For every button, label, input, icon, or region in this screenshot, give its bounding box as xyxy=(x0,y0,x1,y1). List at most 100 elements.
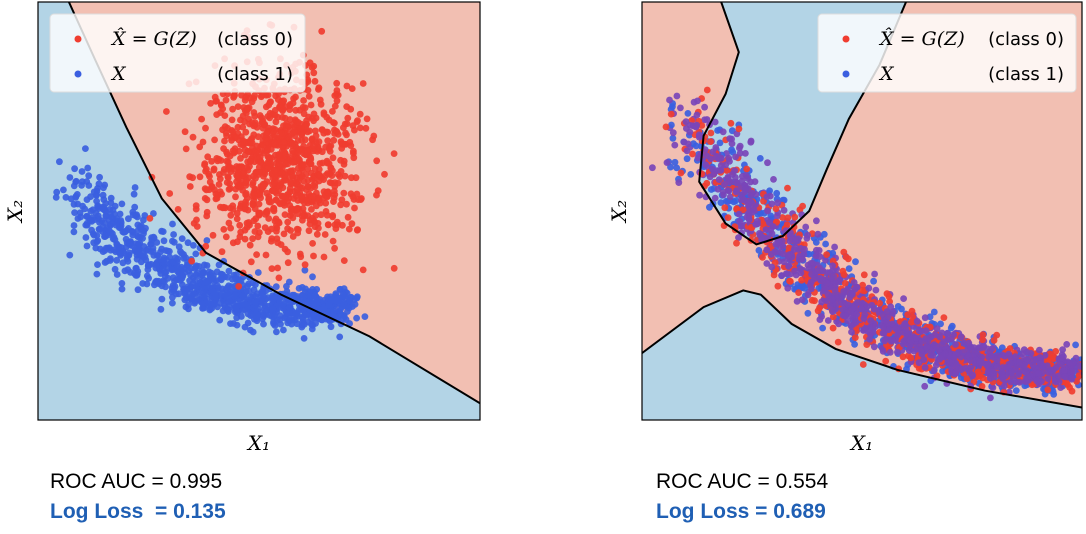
real-data-point xyxy=(124,215,132,223)
overlap-data-point xyxy=(711,194,719,202)
generated-data-point xyxy=(344,114,352,122)
overlap-data-point xyxy=(923,343,931,351)
legend-entry-real-marker xyxy=(74,70,82,78)
generated-data-point xyxy=(871,270,878,278)
real-data-point xyxy=(170,231,178,238)
generated-data-point xyxy=(222,96,230,104)
generated-data-point xyxy=(735,125,743,133)
real-data-point xyxy=(675,179,683,187)
overlap-data-point xyxy=(955,365,963,373)
generated-data-point xyxy=(322,143,329,151)
generated-data-point xyxy=(908,318,915,326)
generated-data-point xyxy=(735,210,743,218)
overlap-data-point xyxy=(726,158,733,165)
overlap-data-point xyxy=(1005,350,1013,358)
real-data-point xyxy=(254,269,262,276)
generated-data-point xyxy=(294,197,302,204)
real-data-point xyxy=(150,210,157,217)
real-data-point xyxy=(100,184,107,192)
generated-data-point xyxy=(799,202,806,210)
generated-data-point xyxy=(340,161,348,168)
overlap-data-point xyxy=(917,347,925,355)
generated-data-point xyxy=(337,168,345,175)
generated-data-point xyxy=(229,205,237,213)
real-data-point xyxy=(755,247,763,254)
generated-data-point xyxy=(225,219,233,227)
overlap-data-point xyxy=(1020,361,1028,369)
real-data-point xyxy=(340,312,348,320)
overlap-data-point xyxy=(924,337,932,345)
real-data-point xyxy=(157,305,165,313)
overlap-data-point xyxy=(867,317,875,325)
generated-data-point xyxy=(780,206,788,214)
real-data-point xyxy=(669,134,677,142)
generated-data-point xyxy=(334,179,342,187)
y-axis-label: X₂ xyxy=(607,200,631,224)
overlap-data-point xyxy=(673,92,681,100)
legend-entry-real-class: (class 1) xyxy=(217,64,293,85)
generated-data-point xyxy=(208,183,216,190)
real-data-point xyxy=(140,216,147,224)
overlap-data-point xyxy=(809,260,817,267)
real-data-point xyxy=(169,220,176,228)
generated-data-point xyxy=(990,337,998,344)
generated-data-point xyxy=(247,258,255,266)
overlap-data-point xyxy=(715,176,723,184)
real-data-point xyxy=(692,142,700,150)
generated-data-point xyxy=(299,103,307,111)
overlap-data-point xyxy=(1061,373,1069,381)
generated-data-point xyxy=(348,220,356,228)
generated-data-point xyxy=(882,357,890,365)
overlap-data-point xyxy=(745,209,753,217)
generated-data-point xyxy=(784,214,792,222)
generated-data-point xyxy=(235,147,243,155)
overlap-data-point xyxy=(965,339,973,347)
generated-data-point xyxy=(840,248,848,256)
generated-data-point xyxy=(362,124,370,132)
generated-data-point xyxy=(323,157,331,165)
legend: X̂ = G(Z) (class 0) X (class 1) xyxy=(817,13,1077,93)
overlap-data-point xyxy=(841,312,849,320)
generated-data-point xyxy=(353,226,361,234)
overlap-data-point xyxy=(703,116,711,123)
generated-data-point xyxy=(312,212,320,219)
real-data-point xyxy=(139,235,147,242)
generated-data-point xyxy=(228,136,235,144)
generated-data-point xyxy=(284,248,291,256)
real-data-point xyxy=(283,283,290,290)
generated-data-point xyxy=(286,185,294,193)
generated-data-point xyxy=(280,97,288,105)
overlap-data-point xyxy=(1056,360,1064,368)
real-data-point xyxy=(159,228,167,236)
generated-data-point xyxy=(216,171,223,178)
generated-data-point xyxy=(250,217,258,225)
real-data-point xyxy=(120,229,128,236)
real-data-point xyxy=(1059,346,1066,353)
generated-data-point xyxy=(320,253,328,261)
real-data-point xyxy=(271,311,279,319)
real-data-point xyxy=(253,315,260,322)
generated-data-point xyxy=(900,295,907,302)
overlap-data-point xyxy=(892,325,900,333)
generated-data-point xyxy=(320,188,328,196)
real-data-point xyxy=(300,335,308,342)
generated-data-point xyxy=(322,199,330,207)
generated-data-point xyxy=(979,336,986,344)
generated-data-point xyxy=(299,161,306,169)
left-chart-panel: X₁ X₂ X̂ = G(Z) (class 0) X (class 1) ROC AUC… xyxy=(0,0,520,534)
generated-data-point xyxy=(275,274,283,282)
real-data-point xyxy=(66,174,74,181)
generated-data-point xyxy=(272,196,280,204)
overlap-data-point xyxy=(828,295,836,303)
generated-data-point xyxy=(225,164,233,171)
generated-data-point xyxy=(351,204,358,212)
generated-data-point xyxy=(1000,382,1008,390)
generated-data-point xyxy=(273,160,280,167)
y-axis-label: X₂ xyxy=(3,200,27,224)
generated-data-point xyxy=(186,183,194,190)
overlap-data-point xyxy=(1068,374,1075,382)
generated-data-point xyxy=(863,341,871,348)
generated-data-point xyxy=(662,123,670,131)
overlap-data-point xyxy=(707,155,715,163)
real-data-point xyxy=(199,284,206,292)
